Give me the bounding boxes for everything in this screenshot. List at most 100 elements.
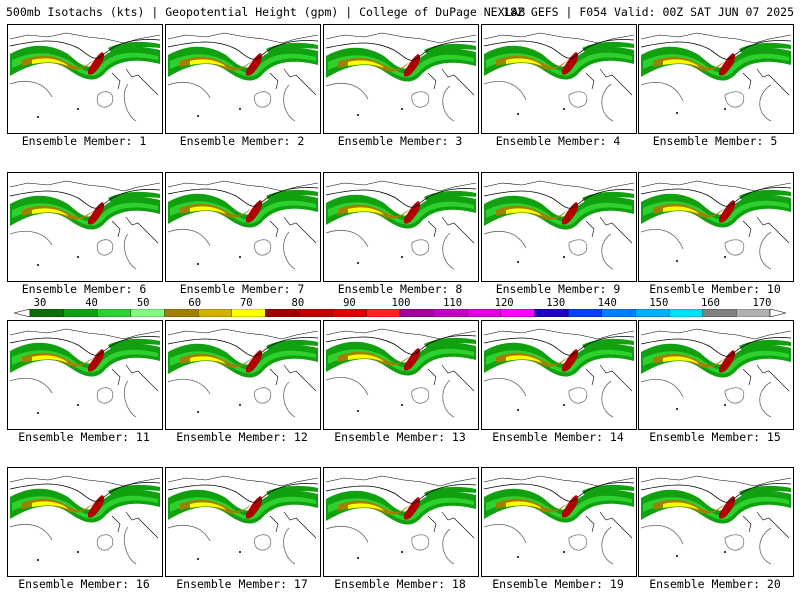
isotach-map-graphic (483, 180, 635, 270)
colorbar-swatch (467, 309, 502, 317)
ensemble-member-caption: Ensemble Member: 10 (649, 282, 781, 296)
isotach-map-graphic (483, 475, 635, 565)
ensemble-member-caption: Ensemble Member: 4 (495, 134, 621, 148)
ensemble-member-caption: Ensemble Member: 15 (649, 430, 781, 444)
isotach-map-graphic (640, 180, 792, 270)
ensemble-member-map (165, 172, 321, 282)
ensemble-member-map (638, 172, 794, 282)
colorbar-swatch (231, 309, 266, 317)
isotach-map-graphic (167, 328, 319, 418)
ensemble-member-caption: Ensemble Member: 11 (18, 430, 150, 444)
colorbar-swatch (702, 309, 737, 317)
isotach-map-graphic (483, 32, 635, 122)
ensemble-member-map (165, 467, 321, 577)
ensemble-member-map (481, 172, 637, 282)
colorbar-swatch (433, 309, 468, 317)
colorbar-swatch (298, 309, 333, 317)
colorbar-tick-label: 140 (597, 297, 617, 309)
colorbar-tick-label: 110 (443, 297, 463, 309)
isotach-map-graphic (9, 32, 161, 122)
ensemble-member-caption: Ensemble Member: 12 (176, 430, 308, 444)
isotach-map-graphic (167, 180, 319, 270)
isotach-map-graphic (325, 475, 477, 565)
ensemble-member-map (165, 24, 321, 134)
colorbar-tick-label: 120 (494, 297, 514, 309)
colorbar-tick-label: 70 (239, 297, 253, 309)
ensemble-member-map (638, 467, 794, 577)
colorbar-swatch (198, 309, 232, 317)
isotach-map-graphic (325, 32, 477, 122)
colorbar-swatch (399, 309, 434, 317)
colorbar-swatch (635, 309, 670, 317)
isotach-map-graphic (167, 32, 319, 122)
ensemble-member-caption: Ensemble Member: 17 (176, 577, 308, 591)
ensemble-member-caption: Ensemble Member: 2 (179, 134, 305, 148)
ensemble-member-caption: Ensemble Member: 5 (652, 134, 778, 148)
colorbar-tick-label: 80 (291, 297, 305, 309)
isotach-map-graphic (9, 328, 161, 418)
ensemble-member-map (7, 24, 163, 134)
ensemble-member-caption: Ensemble Member: 1 (21, 134, 147, 148)
ensemble-member-map (481, 467, 637, 577)
ensemble-member-caption: Ensemble Member: 6 (21, 282, 147, 296)
colorbar-swatch (601, 309, 636, 317)
isotach-map-graphic (325, 328, 477, 418)
ensemble-member-caption: Ensemble Member: 16 (18, 577, 150, 591)
header-valid-time: 18Z GEFS | F054 Valid: 00Z SAT JUN 07 20… (503, 5, 794, 19)
colorbar-tick-label: 150 (649, 297, 669, 309)
colorbar-tick-label: 130 (546, 297, 566, 309)
ensemble-member-caption: Ensemble Member: 18 (334, 577, 466, 591)
colorbar-swatch (29, 309, 64, 317)
colorbar-tick-label: 50 (136, 297, 150, 309)
ensemble-member-map (7, 320, 163, 430)
colorbar-tick-label: 60 (188, 297, 202, 309)
ensemble-member-map (7, 467, 163, 577)
ensemble-member-caption: Ensemble Member: 3 (337, 134, 463, 148)
colorbar-right-arrow (769, 309, 786, 317)
isotach-map-graphic (640, 328, 792, 418)
ensemble-member-map (323, 172, 479, 282)
colorbar-tick-label: 90 (343, 297, 356, 309)
colorbar-swatch (164, 309, 199, 317)
colorbar-swatch (97, 309, 132, 317)
ensemble-member-map (481, 24, 637, 134)
ensemble-member-caption: Ensemble Member: 7 (179, 282, 305, 296)
colorbar-swatch (736, 309, 771, 317)
isotach-map-graphic (483, 328, 635, 418)
colorbar-swatch (534, 309, 569, 317)
ensemble-member-map (481, 320, 637, 430)
colorbar-left-arrow (14, 309, 31, 317)
isotach-colorbar (14, 309, 786, 317)
ensemble-member-map (638, 320, 794, 430)
ensemble-member-caption: Ensemble Member: 19 (492, 577, 624, 591)
ensemble-member-map (323, 320, 479, 430)
ensemble-member-map (323, 467, 479, 577)
isotach-map-graphic (640, 475, 792, 565)
ensemble-member-map (7, 172, 163, 282)
ensemble-member-map (638, 24, 794, 134)
ensemble-member-map (165, 320, 321, 430)
colorbar-swatch (366, 309, 401, 317)
ensemble-member-caption: Ensemble Member: 13 (334, 430, 466, 444)
colorbar-swatch (265, 309, 300, 317)
ensemble-member-map (323, 24, 479, 134)
colorbar-swatch (668, 309, 703, 317)
isotach-map-graphic (325, 180, 477, 270)
header-title: 500mb Isotachs (kts) | Geopotential Heig… (6, 5, 526, 19)
ensemble-member-caption: Ensemble Member: 20 (649, 577, 781, 591)
colorbar-tick-label: 170 (752, 297, 772, 309)
colorbar-tick-label: 160 (700, 297, 720, 309)
colorbar-swatch (63, 309, 98, 317)
ensemble-member-caption: Ensemble Member: 14 (492, 430, 624, 444)
colorbar-tick-label: 100 (391, 297, 411, 309)
colorbar-swatch (332, 309, 367, 317)
colorbar-swatch (500, 309, 535, 317)
isotach-map-graphic (9, 475, 161, 565)
isotach-map-graphic (640, 32, 792, 122)
isotach-map-graphic (9, 180, 161, 270)
ensemble-member-caption: Ensemble Member: 9 (495, 282, 621, 296)
colorbar-tick-label: 40 (85, 297, 98, 309)
colorbar-swatch (568, 309, 602, 317)
ensemble-member-caption: Ensemble Member: 8 (337, 282, 463, 296)
isotach-map-graphic (167, 475, 319, 565)
